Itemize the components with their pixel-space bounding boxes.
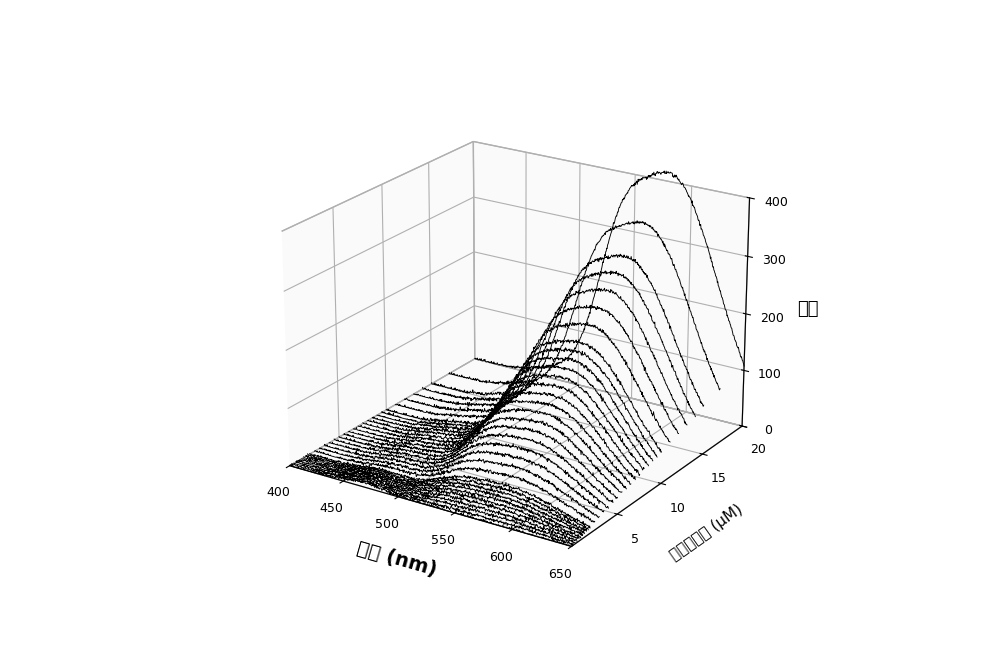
Y-axis label: 槟皮素浓度 (μM): 槟皮素浓度 (μM) [668,502,746,564]
X-axis label: 波长 (nm): 波长 (nm) [355,538,439,579]
